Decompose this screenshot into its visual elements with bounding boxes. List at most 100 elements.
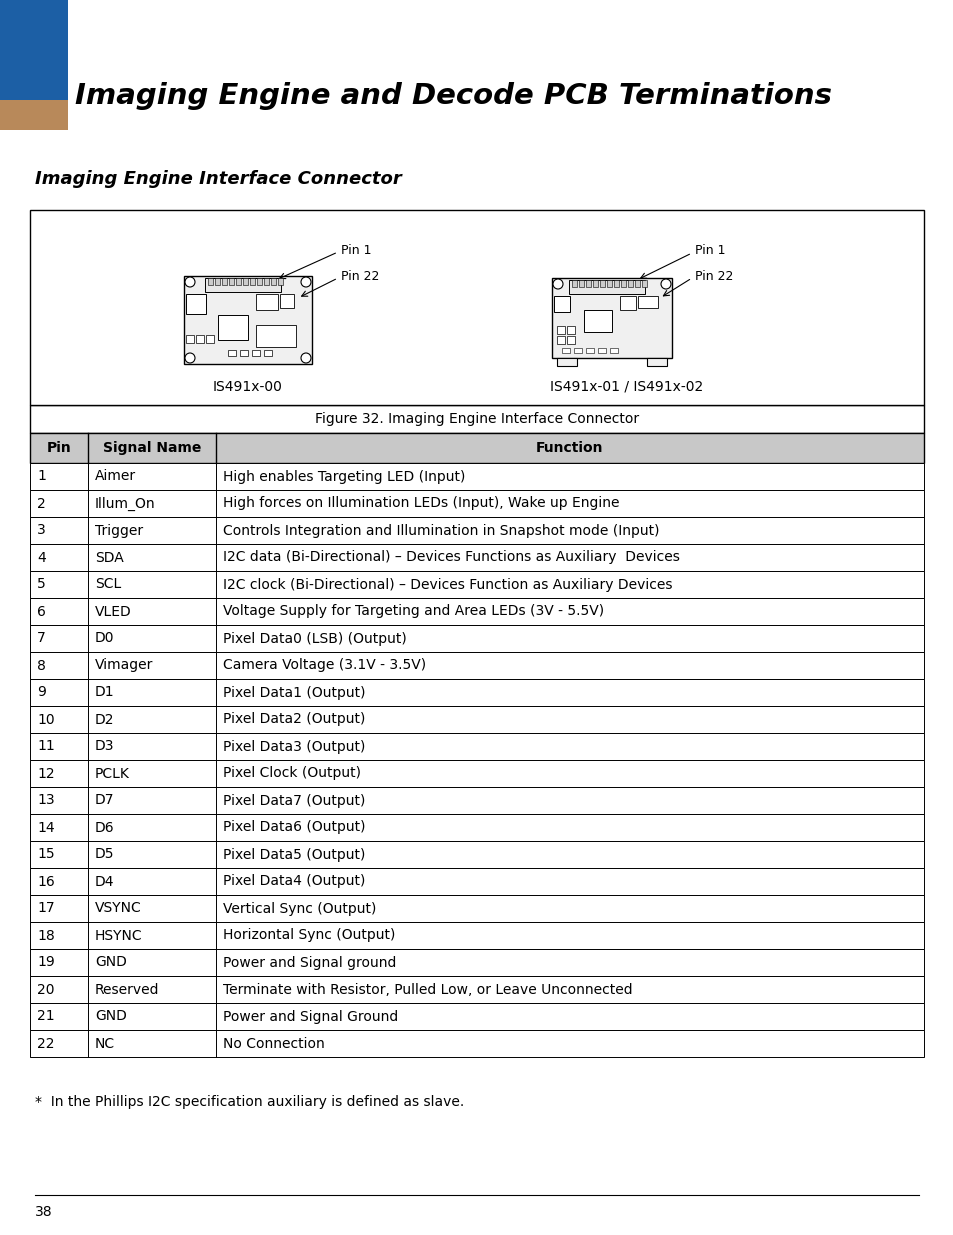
Circle shape — [185, 277, 194, 287]
Bar — [252, 350, 260, 356]
Bar — [30, 1030, 923, 1057]
Bar — [222, 278, 227, 285]
Text: SDA: SDA — [95, 551, 124, 564]
Text: PCLK: PCLK — [95, 767, 130, 781]
Bar — [240, 350, 248, 356]
Bar — [593, 280, 598, 287]
Text: 18: 18 — [37, 929, 54, 942]
Bar — [30, 948, 923, 976]
Text: Illum_On: Illum_On — [95, 496, 155, 510]
Bar — [0, 0, 68, 100]
Text: Function: Function — [536, 441, 603, 454]
Bar — [30, 923, 923, 948]
Bar — [566, 326, 575, 333]
Text: Pixel Data6 (Output): Pixel Data6 (Output) — [223, 820, 365, 835]
Bar — [609, 348, 618, 353]
Text: 4: 4 — [37, 551, 46, 564]
Text: SCL: SCL — [95, 578, 121, 592]
Bar — [30, 734, 923, 760]
Bar — [554, 296, 569, 312]
FancyBboxPatch shape — [184, 275, 312, 364]
Text: Pin: Pin — [47, 441, 71, 454]
Text: Controls Integration and Illumination in Snapshot mode (Input): Controls Integration and Illumination in… — [223, 524, 659, 537]
Bar — [598, 348, 605, 353]
Bar — [208, 278, 213, 285]
Bar — [30, 787, 923, 814]
Bar — [264, 278, 269, 285]
Bar — [572, 280, 577, 287]
Text: Power and Signal ground: Power and Signal ground — [223, 956, 395, 969]
Text: Pixel Data7 (Output): Pixel Data7 (Output) — [223, 794, 365, 808]
Text: Pin 1: Pin 1 — [695, 245, 724, 258]
Bar — [30, 598, 923, 625]
Bar — [255, 294, 277, 310]
Bar — [243, 278, 248, 285]
Bar — [578, 280, 583, 287]
Bar — [218, 315, 248, 340]
Text: HSYNC: HSYNC — [95, 929, 143, 942]
Text: D7: D7 — [95, 794, 114, 808]
Text: Power and Signal Ground: Power and Signal Ground — [223, 1009, 397, 1024]
Text: Reserved: Reserved — [95, 983, 159, 997]
Bar — [30, 895, 923, 923]
Text: Pixel Clock (Output): Pixel Clock (Output) — [223, 767, 360, 781]
Text: 11: 11 — [37, 740, 54, 753]
Bar — [574, 348, 581, 353]
Text: D5: D5 — [95, 847, 114, 862]
Bar — [566, 336, 575, 345]
Bar — [30, 625, 923, 652]
Bar — [599, 280, 604, 287]
Bar — [30, 868, 923, 895]
Bar — [0, 88, 68, 130]
Bar — [186, 335, 193, 343]
Text: I2C data (Bi-Directional) – Devices Functions as Auxiliary  Devices: I2C data (Bi-Directional) – Devices Func… — [223, 551, 679, 564]
Bar — [250, 278, 254, 285]
Bar — [30, 976, 923, 1003]
Text: D6: D6 — [95, 820, 114, 835]
Bar — [627, 280, 633, 287]
Circle shape — [185, 353, 194, 363]
Text: 5: 5 — [37, 578, 46, 592]
Text: 14: 14 — [37, 820, 54, 835]
Bar — [30, 841, 923, 868]
Text: Signal Name: Signal Name — [103, 441, 201, 454]
Text: Vimager: Vimager — [95, 658, 153, 673]
Bar — [228, 350, 235, 356]
Text: 15: 15 — [37, 847, 54, 862]
Text: 3: 3 — [37, 524, 46, 537]
Bar — [256, 278, 262, 285]
Text: 13: 13 — [37, 794, 54, 808]
Text: Aimer: Aimer — [95, 469, 136, 483]
Text: Pin 22: Pin 22 — [340, 269, 379, 283]
Text: GND: GND — [95, 1009, 127, 1024]
Bar — [30, 517, 923, 543]
Text: 20: 20 — [37, 983, 54, 997]
Bar — [30, 1003, 923, 1030]
Text: 9: 9 — [37, 685, 46, 699]
Text: IS491x-00: IS491x-00 — [213, 380, 283, 394]
Bar — [568, 280, 644, 294]
Text: Voltage Supply for Targeting and Area LEDs (3V - 5.5V): Voltage Supply for Targeting and Area LE… — [223, 604, 603, 619]
Bar — [30, 706, 923, 734]
Text: 16: 16 — [37, 874, 54, 888]
Bar — [186, 294, 206, 314]
Text: I2C clock (Bi-Directional) – Devices Function as Auxiliary Devices: I2C clock (Bi-Directional) – Devices Fun… — [223, 578, 672, 592]
Bar — [264, 350, 272, 356]
Text: Pixel Data2 (Output): Pixel Data2 (Output) — [223, 713, 365, 726]
Bar — [619, 296, 636, 310]
Bar — [271, 278, 275, 285]
Text: 8: 8 — [37, 658, 46, 673]
Circle shape — [553, 279, 562, 289]
Text: 12: 12 — [37, 767, 54, 781]
Bar — [646, 358, 666, 366]
Bar — [30, 433, 923, 463]
Bar — [635, 280, 639, 287]
Text: Figure 32. Imaging Engine Interface Connector: Figure 32. Imaging Engine Interface Conn… — [314, 412, 639, 426]
Circle shape — [301, 277, 311, 287]
Bar — [229, 278, 233, 285]
Text: IS491x-01 / IS491x-02: IS491x-01 / IS491x-02 — [550, 380, 703, 394]
Bar — [235, 278, 241, 285]
Bar — [552, 278, 671, 358]
Bar — [641, 280, 646, 287]
Text: 10: 10 — [37, 713, 54, 726]
